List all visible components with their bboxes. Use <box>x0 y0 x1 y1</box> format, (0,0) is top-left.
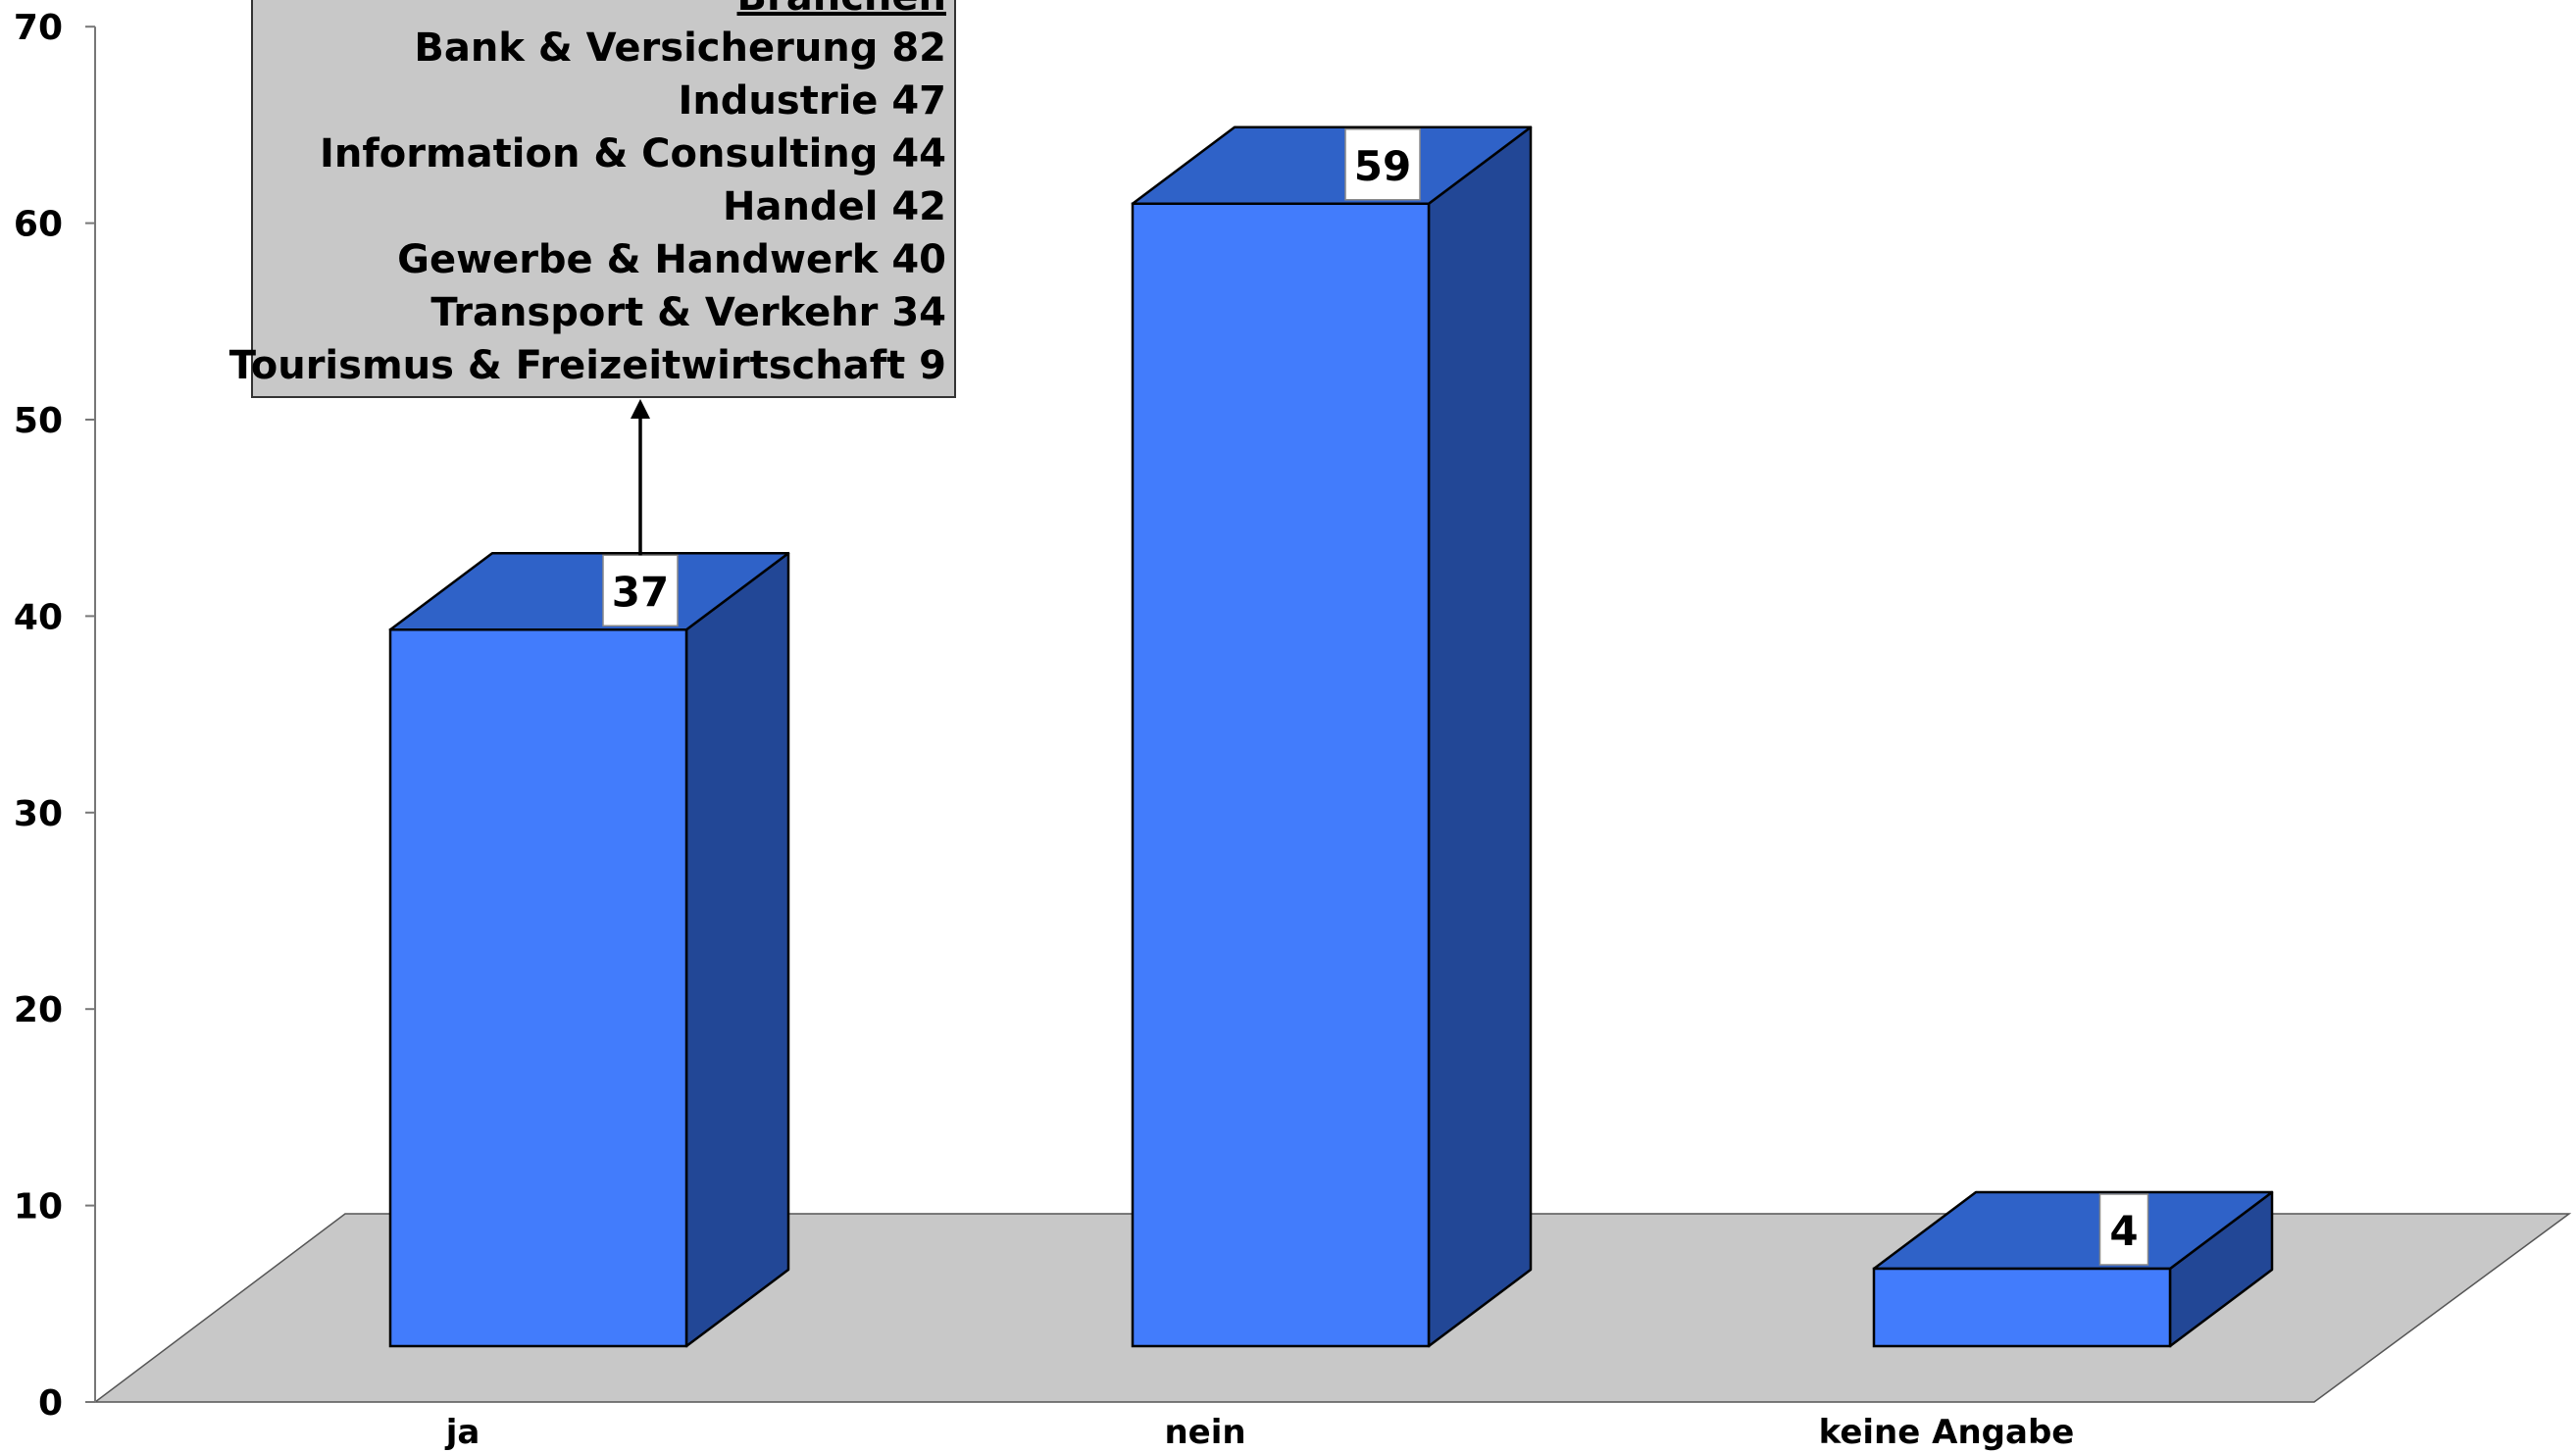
annotation-line: Gewerbe & Handwerk 40 <box>397 237 946 282</box>
annotation-line: Information & Consulting 44 <box>320 131 946 176</box>
annotation-line: Bank & Versicherung 82 <box>414 25 946 71</box>
bar <box>1872 1267 2172 1348</box>
y-tick-label: 20 <box>14 990 63 1030</box>
y-tick-label: 70 <box>14 8 63 48</box>
data-label: 59 <box>1354 142 1411 190</box>
bar <box>1131 202 1431 1348</box>
data-label-box <box>2098 1193 2149 1266</box>
bar-side-face <box>1427 125 1533 1348</box>
x-category-label: ja <box>444 1413 480 1452</box>
annotation-line: Handel 42 <box>723 184 946 229</box>
data-label-box <box>602 554 679 626</box>
y-tick-label: 0 <box>38 1383 63 1424</box>
annotation-line: Industrie 47 <box>678 78 946 124</box>
y-tick-label: 30 <box>14 794 63 834</box>
annotation-line: Transport & Verkehr 34 <box>430 290 946 335</box>
annotation-arrow-head <box>631 399 650 419</box>
y-tick-label: 40 <box>14 597 63 637</box>
annotation-line: Tourismus & Freizeitwirtschaft 9 <box>229 343 946 388</box>
bar <box>388 628 688 1348</box>
data-label: 37 <box>612 568 669 616</box>
y-tick-label: 50 <box>14 401 63 441</box>
x-category-label: keine Angabe <box>1819 1413 2075 1452</box>
annotation-title: Branchen <box>737 0 946 20</box>
bar-side-face <box>684 552 790 1348</box>
x-category-label: nein <box>1164 1413 1245 1452</box>
annotation-box <box>251 0 956 398</box>
y-tick-label: 60 <box>14 205 63 245</box>
data-label: 4 <box>2109 1207 2138 1255</box>
data-label-box <box>1344 128 1421 201</box>
y-tick-label: 10 <box>14 1187 63 1228</box>
